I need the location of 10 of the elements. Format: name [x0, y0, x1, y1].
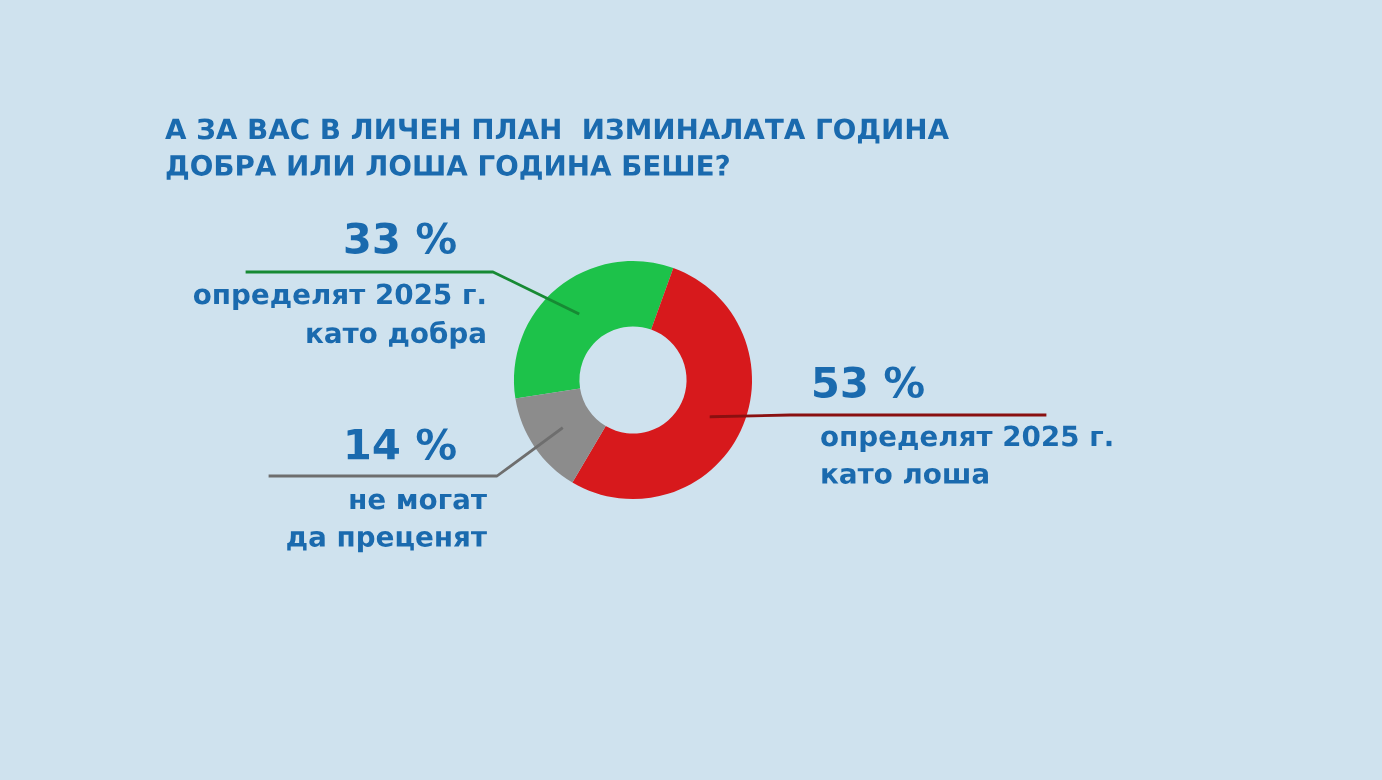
chart-title: А ЗА ВАС В ЛИЧЕН ПЛАН ИЗМИНАЛАТА ГОДИНА ДОБРА ИЛИ ЛОША ГОДИНА БЕШЕ? — [165, 118, 949, 180]
slice-label: определят 2025 г. като лоша — [821, 425, 1112, 484]
donut-slice — [513, 260, 674, 399]
data-label: 33 % — [345, 222, 456, 254]
data-label: 14 % — [347, 428, 456, 460]
data-label: 53 % — [814, 366, 924, 398]
slice-label: не могат да преценят — [287, 493, 487, 553]
donut-slice — [572, 267, 753, 500]
slice-label: определят 2025 г. като добра — [193, 283, 485, 349]
donut-slice — [515, 388, 606, 483]
